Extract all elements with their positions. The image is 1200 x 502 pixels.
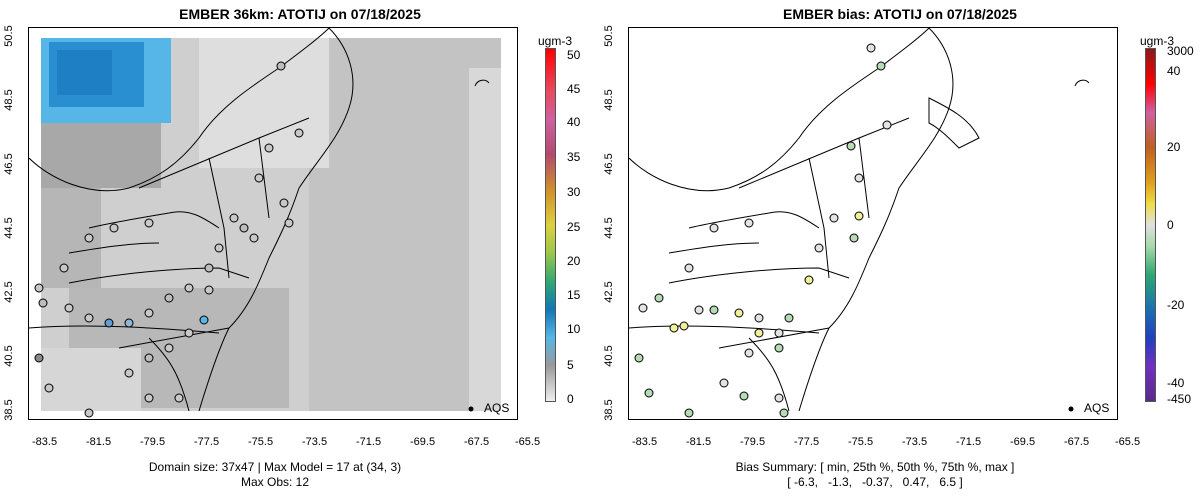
- left-map-panel: EMBER 36km: ATOTIJ on 07/18/2025: [3, 6, 581, 489]
- y-tick: 44.5: [3, 217, 15, 239]
- colorbar-label: 15: [567, 288, 581, 302]
- colorbar-label: 20: [567, 254, 581, 268]
- x-tick: -67.5: [464, 436, 490, 448]
- y-tick: 40.5: [3, 345, 15, 367]
- colorbar-label: -450: [1167, 392, 1192, 406]
- right-map-title: EMBER bias: ATOTIJ on 07/18/2025: [783, 6, 1017, 22]
- x-tick: -81.5: [686, 436, 712, 448]
- peak-conc-core: [57, 50, 112, 95]
- y-tick: 48.5: [3, 89, 15, 111]
- y-tick: 38.5: [3, 399, 15, 421]
- y-tick: 44.5: [603, 217, 615, 239]
- x-tick: -77.5: [794, 436, 820, 448]
- x-tick: -71.5: [356, 436, 382, 448]
- x-tick: -65.5: [1115, 436, 1141, 448]
- x-tick: -83.5: [632, 436, 658, 448]
- y-tick: 40.5: [603, 345, 615, 367]
- x-tick: -71.5: [956, 436, 982, 448]
- colorbar-label: -40: [1167, 376, 1185, 390]
- bias-sites: [634, 43, 892, 418]
- x-tick: -69.5: [1010, 436, 1036, 448]
- left-colorbar-unit: ugm-3: [538, 34, 573, 48]
- y-tick: 46.5: [603, 153, 615, 175]
- colorbar-label: 35: [567, 150, 581, 164]
- edge-field: [469, 68, 501, 411]
- colorbar-label: 20: [1167, 140, 1181, 154]
- right-footer-line1: Bias Summary: [ min, 25th %, 50th %, 75t…: [735, 460, 1015, 474]
- colorbar-label: 50: [567, 48, 581, 62]
- right-map-panel: EMBER bias: ATOTIJ on 07/18/2025: [600, 0, 1200, 502]
- colorbar-label: 5: [567, 358, 574, 372]
- left-colorbar: [545, 48, 556, 402]
- left-legend-label: AQS: [484, 401, 510, 415]
- x-tick: -73.5: [302, 436, 328, 448]
- left-map-svg: [29, 28, 501, 418]
- y-tick: 50.5: [3, 25, 15, 47]
- x-tick: -75.5: [848, 436, 874, 448]
- left-footer-line2: Max Obs: 12: [240, 475, 310, 489]
- x-tick: -81.5: [86, 436, 112, 448]
- southwest-field: [41, 348, 141, 411]
- colorbar-label: 45: [567, 82, 581, 96]
- colorbar-label: 3000: [1167, 44, 1194, 58]
- colorbar-label: 25: [567, 220, 581, 234]
- x-tick: -75.5: [248, 436, 274, 448]
- colorbar-label: 40: [567, 115, 581, 129]
- left-map-title: EMBER 36km: ATOTIJ on 07/18/2025: [179, 6, 421, 22]
- aqs-legend-dot: [468, 406, 474, 412]
- x-tick: -73.5: [902, 436, 928, 448]
- y-tick: 38.5: [603, 399, 615, 421]
- aqs-legend-dot: [1068, 406, 1074, 412]
- colorbar-label: 0: [1167, 218, 1174, 232]
- y-tick: 48.5: [603, 89, 615, 111]
- right-colorbar: [1145, 48, 1156, 402]
- coastline: [629, 28, 1090, 412]
- colorbar-label: 30: [567, 185, 581, 199]
- northeast-field: [199, 38, 329, 168]
- right-map-svg: [629, 28, 1090, 418]
- x-tick: -83.5: [32, 436, 58, 448]
- colorbar-label: 10: [567, 322, 581, 336]
- monitor-sites: [34, 61, 304, 418]
- right-colorbar-unit: ugm-3: [1140, 34, 1175, 48]
- right-legend-label: AQS: [1084, 401, 1110, 415]
- right-footer-line2: [ -6.3, -1.3, -0.37, 0.47, 6.5 ]: [787, 475, 963, 489]
- y-tick: 46.5: [3, 153, 15, 175]
- y-tick: 50.5: [603, 25, 615, 47]
- colorbar-label: -20: [1167, 298, 1185, 312]
- x-tick: -79.5: [140, 436, 166, 448]
- colorbar-label: 0: [567, 392, 574, 406]
- right-map-plot: AQS: [628, 27, 1118, 420]
- x-tick: -65.5: [515, 436, 541, 448]
- left-footer-line1: Domain size: 37x47 | Max Model = 17 at (…: [148, 460, 402, 474]
- x-tick: -67.5: [1064, 436, 1090, 448]
- y-tick: 42.5: [3, 281, 15, 303]
- colorbar-label: 40: [1167, 64, 1181, 78]
- x-tick: -69.5: [410, 436, 436, 448]
- y-tick: 42.5: [603, 281, 615, 303]
- x-tick: -79.5: [740, 436, 766, 448]
- north-dark-field: [41, 118, 161, 188]
- left-map-plot: AQS: [28, 27, 518, 420]
- x-tick: -77.5: [194, 436, 220, 448]
